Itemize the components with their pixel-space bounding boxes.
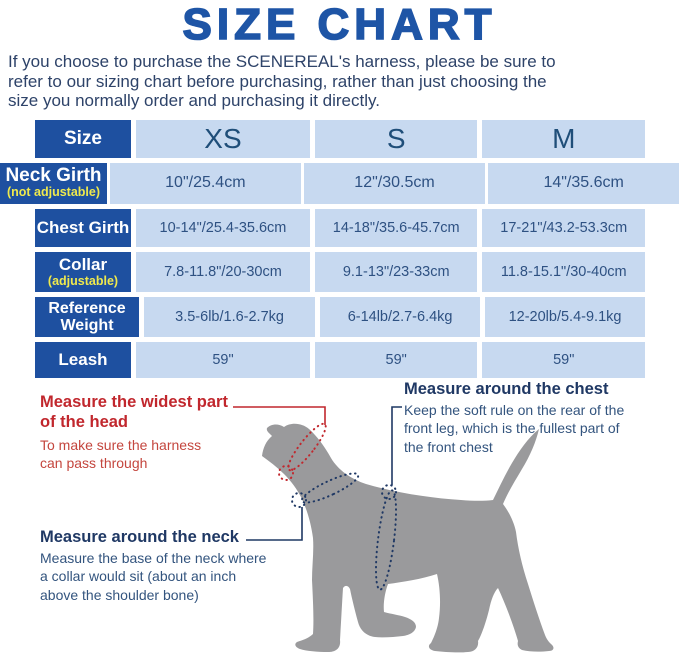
- table-row-chest-girth: Chest Girth 10-14"/25.4-35.6cm 14-18"/35…: [35, 208, 646, 247]
- row-label-text: Reference Weight: [48, 299, 126, 334]
- annotation-head-heading: Measure the widest part of the head: [40, 392, 228, 431]
- column-header-xs: XS: [136, 119, 310, 158]
- table-row-neck-girth: Neck Girth (not adjustable) 10"/25.4cm 1…: [0, 162, 679, 204]
- row-label-note: (not adjustable): [6, 185, 101, 199]
- annotation-head: Measure the widest part of the head To m…: [40, 392, 240, 473]
- row-label-collar: Collar (adjustable): [35, 251, 131, 292]
- cell-collar-s: 9.1-13"/23-33cm: [314, 251, 478, 292]
- row-label-note: (adjustable): [47, 273, 119, 288]
- table-header-row: Size XS S M: [35, 119, 646, 158]
- cell-neck-xs: 10"/25.4cm: [110, 162, 301, 204]
- dog-silhouette: [262, 423, 554, 652]
- cell-collar-m: 11.8-15.1"/30-40cm: [482, 251, 646, 292]
- neck-leader-line: [246, 506, 303, 541]
- annotation-head-subtext: To make sure the harness can pass throug…: [40, 436, 202, 472]
- cell-neck-s: 12"/30.5cm: [303, 162, 486, 204]
- row-label-leash: Leash: [35, 341, 131, 378]
- head-measure-ellipse: [287, 422, 327, 471]
- neck-measure-ellipse: [300, 471, 360, 504]
- table-row-reference-weight: Reference Weight 3.5-6lb/1.6-2.7kg 6-14l…: [35, 296, 645, 337]
- head-measure-ring: [278, 464, 294, 481]
- annotation-chest: Measure around the chest Keep the soft r…: [404, 379, 654, 457]
- dog-illustration: [233, 405, 554, 652]
- cell-leash-s: 59": [314, 341, 478, 378]
- cell-weight-xs: 3.5-6lb/1.6-2.7kg: [144, 296, 316, 337]
- cell-leash-xs: 59": [136, 341, 310, 378]
- row-label-reference-weight: Reference Weight: [35, 296, 139, 337]
- table-row-leash: Leash 59" 59" 59": [35, 341, 646, 378]
- size-header-cell: Size: [35, 119, 131, 158]
- cell-neck-m: 14"/35.6cm: [488, 162, 679, 204]
- annotation-chest-subtext: Keep the soft rule on the rear of the fr…: [404, 401, 625, 455]
- measurement-figure: Measure the widest part of the head To m…: [0, 378, 679, 661]
- row-label-text: Collar: [58, 254, 108, 274]
- column-header-s: S: [314, 119, 478, 158]
- cell-weight-s: 6-14lb/2.7-6.4kg: [320, 296, 481, 337]
- row-label-neck-girth: Neck Girth (not adjustable): [0, 162, 107, 204]
- annotation-neck-heading: Measure around the neck: [40, 527, 239, 546]
- chest-measure-ellipse: [374, 488, 398, 591]
- row-label-text: Leash: [58, 349, 108, 369]
- size-table: Size XS S M Neck Girth (not adjustable) …: [0, 119, 679, 378]
- head-leader-line: [233, 405, 326, 425]
- annotation-neck-subtext: Measure the base of the neck where a col…: [40, 549, 267, 603]
- cell-chest-m: 17-21"/43.2-53.3cm: [482, 208, 646, 247]
- cell-leash-m: 59": [482, 341, 646, 378]
- cell-collar-xs: 7.8-11.8"/20-30cm: [136, 251, 310, 292]
- annotation-neck: Measure around the neck Measure the base…: [40, 527, 290, 605]
- cell-weight-m: 12-20lb/5.4-9.1kg: [485, 296, 645, 337]
- cell-chest-xs: 10-14"/25.4-35.6cm: [136, 208, 310, 247]
- column-header-m: M: [482, 119, 646, 158]
- page-title: SIZE CHART: [182, 0, 497, 49]
- row-label-chest-girth: Chest Girth: [35, 208, 131, 247]
- neck-measure-ring: [291, 491, 307, 508]
- table-row-collar: Collar (adjustable) 7.8-11.8"/20-30cm 9.…: [35, 251, 646, 292]
- row-label-text: Neck Girth: [5, 165, 102, 186]
- row-label-text: Chest Girth: [36, 217, 130, 237]
- intro-text: If you choose to purchase the SCENEREAL'…: [8, 52, 556, 110]
- cell-chest-s: 14-18"/35.6-45.7cm: [314, 208, 478, 247]
- chest-measure-ring: [381, 483, 397, 500]
- annotation-chest-heading: Measure around the chest: [404, 379, 609, 398]
- chest-leader-line: [391, 405, 402, 485]
